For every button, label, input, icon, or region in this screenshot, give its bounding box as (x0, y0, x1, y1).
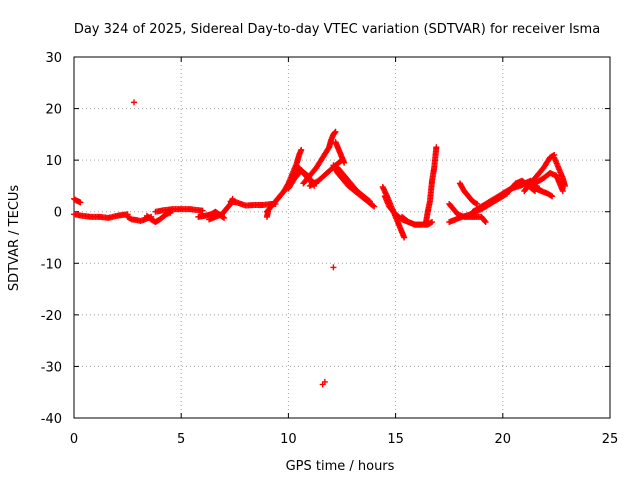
y-tick-label: 0 (54, 206, 62, 221)
data-point (370, 202, 377, 209)
chart-title: Day 324 of 2025, Sidereal Day-to-day VTE… (74, 22, 600, 37)
data-point (221, 214, 228, 221)
x-tick-label: 25 (602, 432, 619, 447)
data-point (199, 207, 206, 214)
y-tick-label: 30 (45, 51, 62, 66)
data-point (433, 144, 440, 151)
data-point (429, 219, 436, 226)
data-point (330, 264, 337, 271)
x-axis-label: GPS time / hours (286, 459, 395, 474)
plot-frame (73, 56, 611, 419)
data-point (482, 219, 489, 226)
data-point (561, 182, 568, 189)
data-point (265, 208, 272, 215)
y-axis-label: SDTVAR / TECUs (7, 185, 22, 292)
x-tick-label: 5 (177, 432, 185, 447)
y-tick-label: -10 (41, 257, 62, 272)
data-point (371, 203, 378, 210)
data-points (71, 99, 568, 388)
data-point (549, 193, 556, 200)
data-point (331, 129, 338, 136)
data-point (321, 378, 328, 385)
x-tick-label: 20 (495, 432, 512, 447)
grid (74, 57, 610, 418)
data-point (131, 99, 138, 106)
y-tick-label: 10 (45, 154, 62, 169)
data-point (401, 234, 408, 241)
data-point (559, 188, 566, 195)
data-point (341, 159, 348, 166)
data-point (77, 199, 84, 206)
x-tick-label: 10 (280, 432, 297, 447)
axis-ticks: 0 5 10 15 20 25 30 20 10 0 -10 -20 -30 -40 (41, 51, 619, 447)
data-point (167, 209, 174, 216)
y-tick-label: -20 (41, 309, 62, 324)
data-point (481, 217, 488, 224)
data-point (332, 128, 339, 135)
data-point (365, 197, 372, 204)
x-tick-label: 15 (387, 432, 404, 447)
x-tick-label: 0 (70, 432, 78, 447)
y-tick-label: -30 (41, 360, 62, 375)
data-point (366, 198, 373, 205)
y-tick-label: 20 (45, 103, 62, 118)
data-point (298, 146, 305, 153)
y-tick-label: -40 (41, 412, 62, 427)
